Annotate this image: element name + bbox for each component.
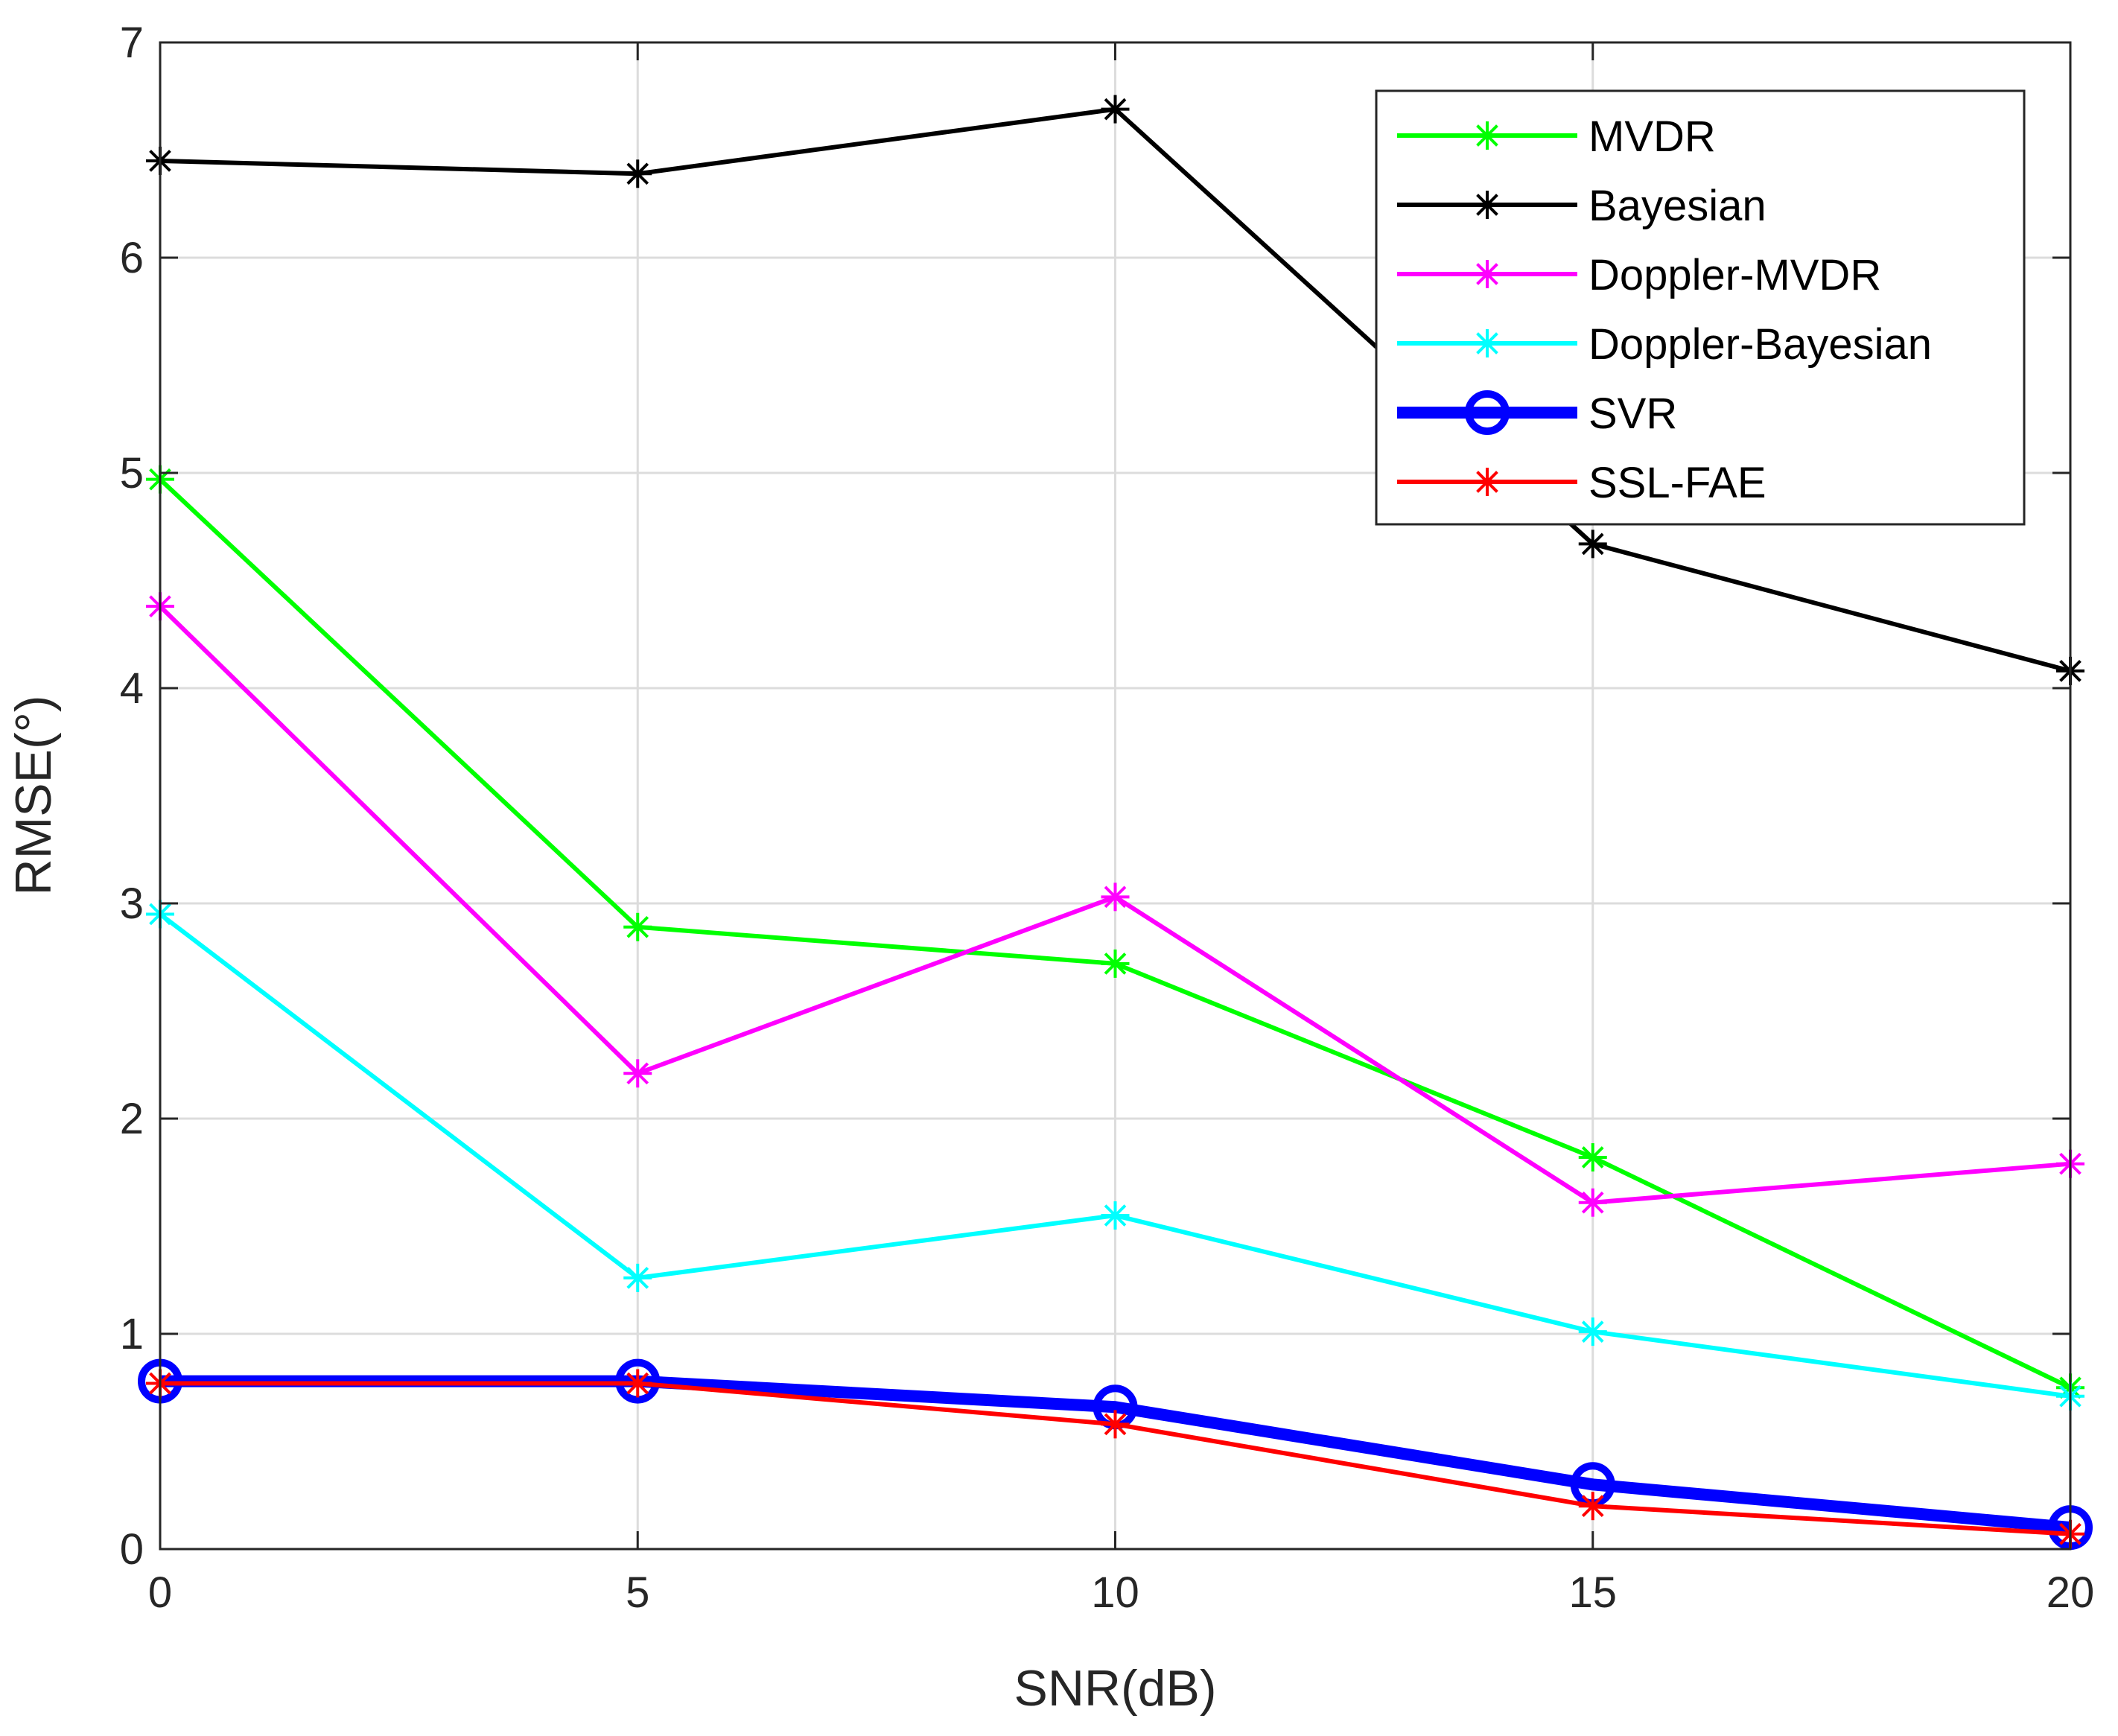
y-axis-label: RMSE(°): [5, 696, 62, 896]
data-point-mvdr: [1578, 1143, 1607, 1172]
data-point-ssl-fae: [1101, 1410, 1130, 1439]
y-tick-label: 3: [120, 880, 144, 928]
data-point-doppler-mvdr: [1578, 1188, 1607, 1217]
x-tick-label: 20: [2047, 1568, 2095, 1617]
legend-item-bayesian: Bayesian: [1397, 182, 1766, 230]
legend-label-doppler-bayesian: Doppler-Bayesian: [1588, 320, 1932, 369]
y-tick-label: 0: [120, 1525, 144, 1574]
data-series: [138, 95, 2093, 1551]
legend-label-ssl-fae: SSL-FAE: [1588, 459, 1766, 507]
legend-label-svr: SVR: [1588, 390, 1677, 438]
data-point-ssl-fae: [623, 1369, 652, 1398]
axis-ticks: 0 5 10 15 20 0 1 2 3 4 5 6 7: [120, 19, 2095, 1617]
data-point-doppler-bayesian: [1101, 1201, 1130, 1230]
legend-marker-svr: [1465, 390, 1510, 435]
legend-item-ssl-fae: SSL-FAE: [1397, 459, 1766, 507]
legend-marker-ssl-fae: [1473, 468, 1501, 496]
data-point-doppler-mvdr: [1101, 883, 1130, 912]
legend-box: [1375, 89, 2026, 526]
legend-label-bayesian: Bayesian: [1588, 182, 1766, 230]
legend-marker-doppler-mvdr: [1473, 260, 1501, 288]
y-tick-label: 2: [120, 1095, 144, 1143]
legend-marker-doppler-bayesian: [1473, 329, 1501, 357]
data-point-mvdr: [623, 912, 652, 941]
y-tick-label: 1: [120, 1310, 144, 1358]
y-tick-label: 6: [120, 234, 144, 282]
data-point-bayesian: [623, 159, 652, 188]
data-point-ssl-fae: [1578, 1492, 1607, 1521]
legend-item-mvdr: MVDR: [1397, 112, 1716, 161]
legend-marker-mvdr: [1473, 121, 1501, 150]
y-tick-label: 4: [120, 664, 144, 713]
legend-item-doppler-bayesian: Doppler-Bayesian: [1397, 320, 1932, 369]
y-tick-label: 7: [120, 19, 144, 67]
data-point-mvdr: [1101, 949, 1130, 978]
data-point-bayesian: [1101, 95, 1130, 124]
x-tick-label: 10: [1091, 1568, 1139, 1617]
series-ssl-fae: [146, 1369, 2084, 1548]
data-point-doppler-bayesian: [623, 1263, 652, 1292]
legend-label-mvdr: MVDR: [1588, 112, 1716, 161]
legend-label-doppler-mvdr: Doppler-MVDR: [1588, 251, 1881, 299]
data-point-doppler-bayesian: [1578, 1317, 1607, 1346]
legend-marker-bayesian: [1473, 191, 1501, 219]
data-point-doppler-mvdr: [623, 1059, 652, 1088]
legend-item-svr: SVR: [1397, 390, 1677, 438]
legend-item-doppler-mvdr: Doppler-MVDR: [1397, 251, 1881, 299]
x-tick-label: 0: [148, 1568, 172, 1617]
legend: MVDR Bayesian Doppler-MVDR Doppler-Bayesian…: [1375, 89, 2026, 526]
x-axis-label: SNR(dB): [1014, 1660, 1216, 1717]
data-point-bayesian: [1578, 530, 1607, 559]
series-doppler-mvdr: [146, 592, 2084, 1217]
x-tick-label: 15: [1568, 1568, 1617, 1617]
y-tick-label: 5: [120, 449, 144, 497]
x-tick-label: 5: [626, 1568, 649, 1617]
